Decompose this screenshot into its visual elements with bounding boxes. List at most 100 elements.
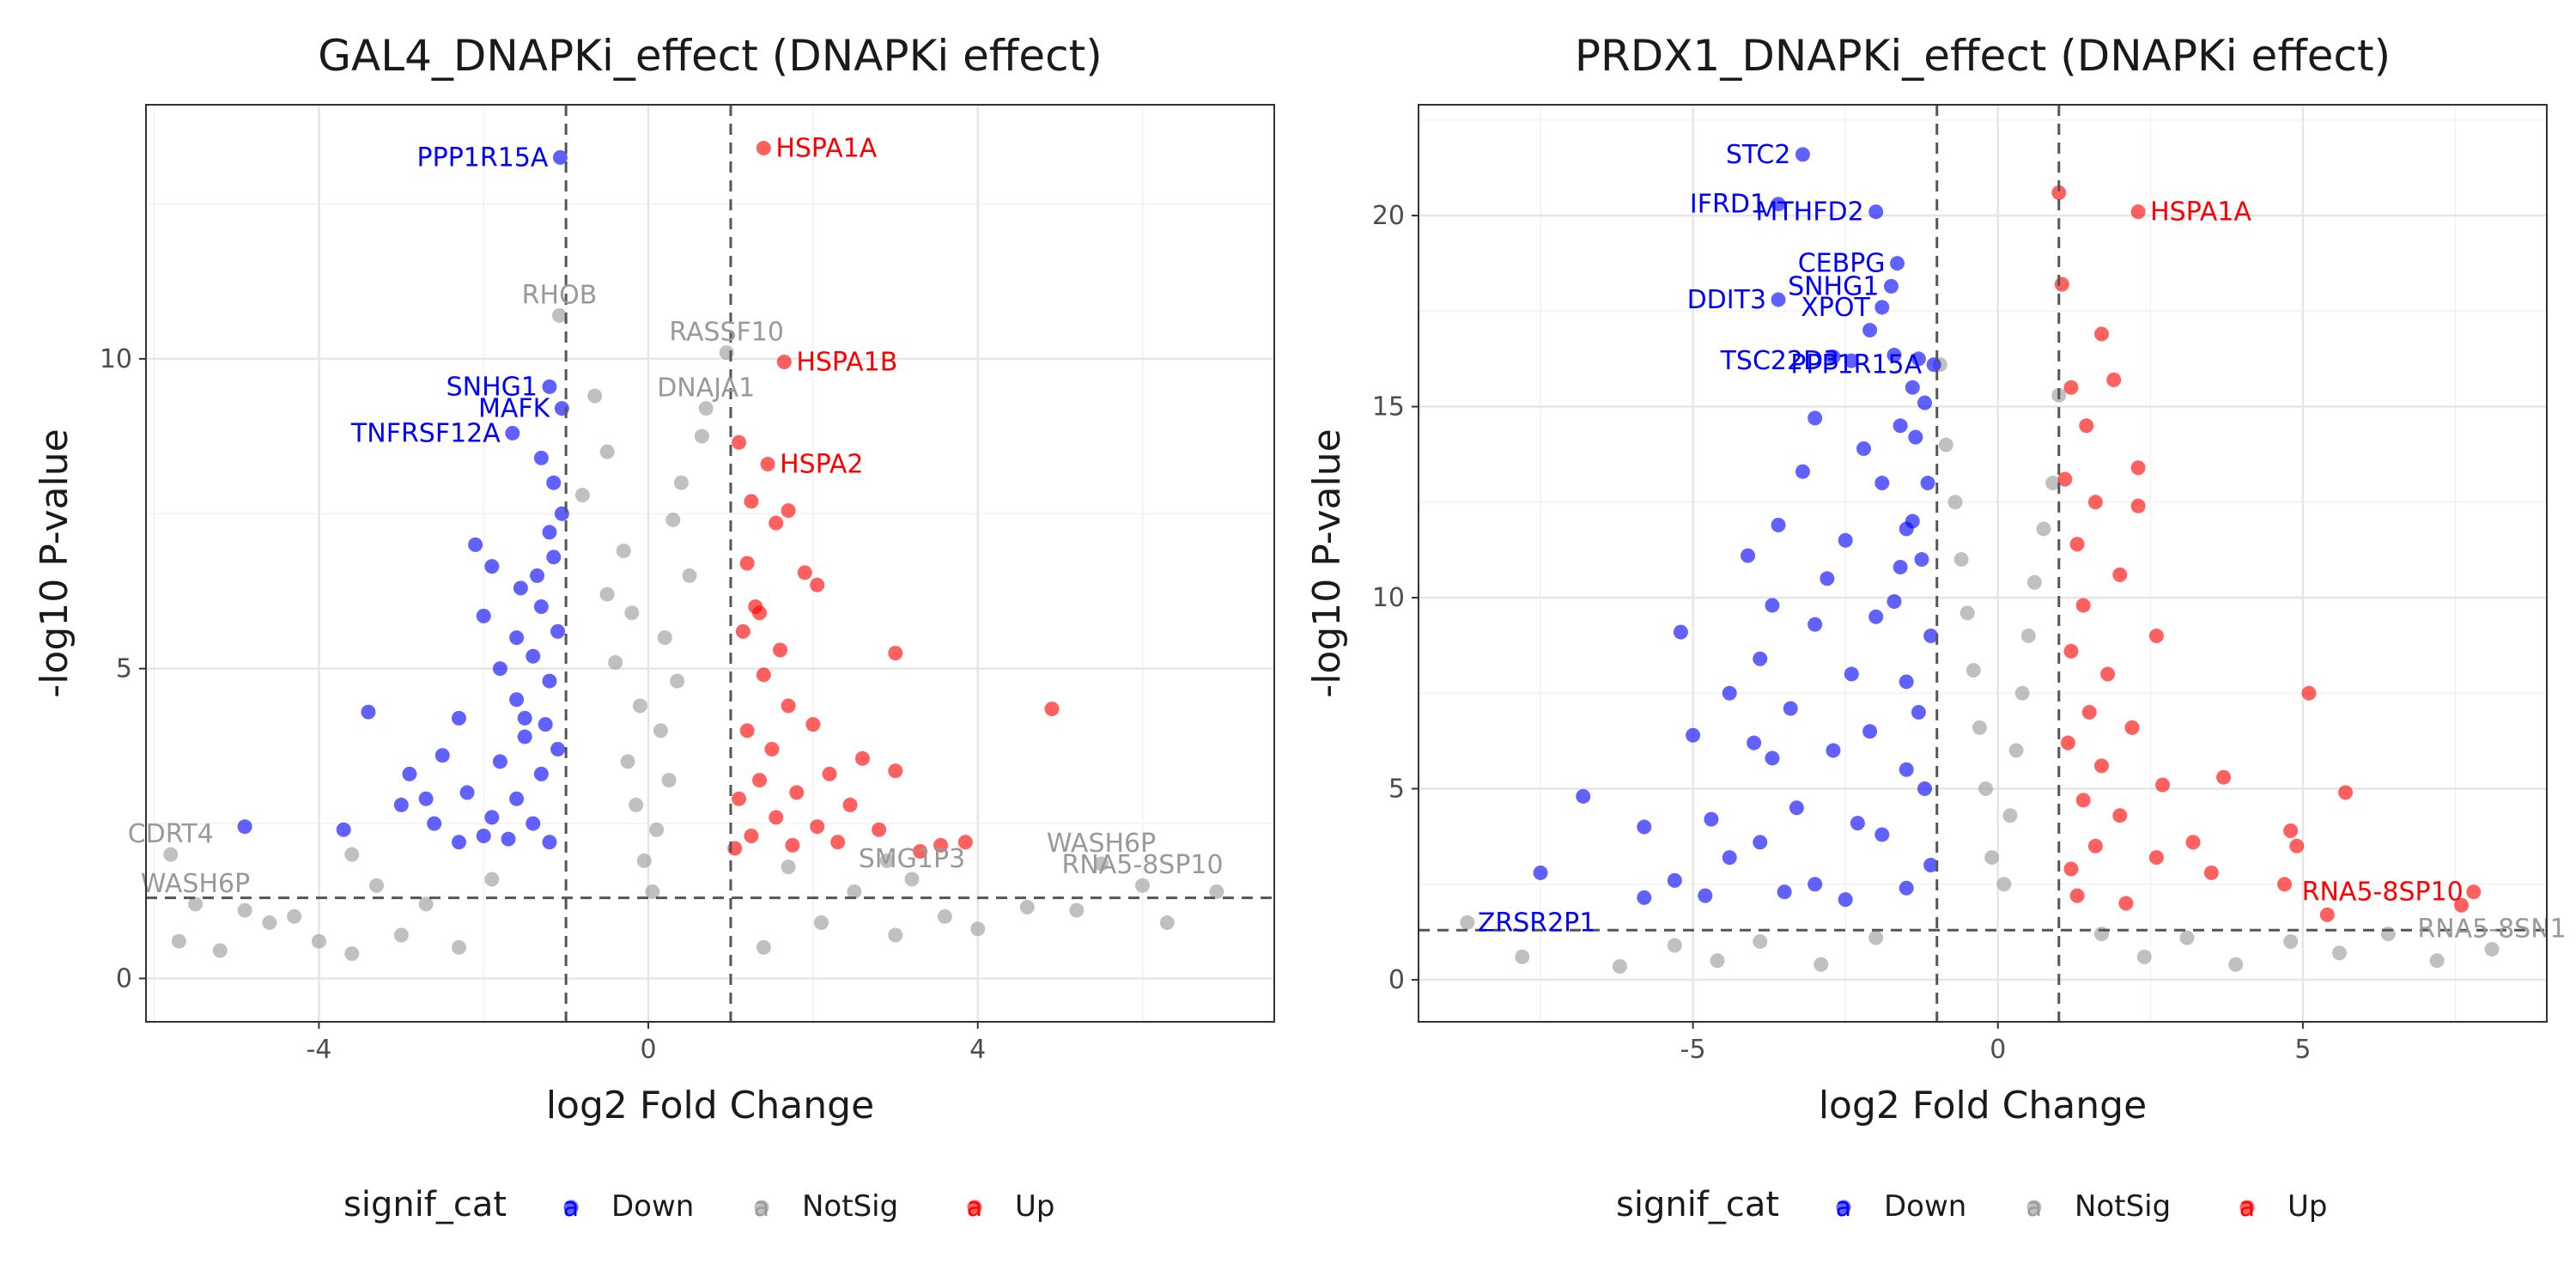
point-notsig [670, 673, 685, 689]
point-down [550, 623, 566, 639]
point-up [739, 556, 755, 571]
point-down [1753, 651, 1768, 666]
point-up [842, 797, 858, 812]
point-up [2094, 326, 2110, 342]
gene-label: HSPA1A [775, 134, 877, 164]
plot-border [145, 104, 1275, 1023]
point-up [2148, 850, 2164, 866]
point-down [533, 599, 549, 615]
point-up [756, 667, 771, 683]
point-notsig [1814, 957, 1829, 972]
y-axis-title: -log10 P-value [1305, 428, 1349, 697]
point-up [2069, 888, 2085, 903]
point-down [1838, 532, 1853, 548]
point-notsig [587, 388, 603, 404]
legend-label-down: Down [1884, 1189, 1966, 1224]
point-up [789, 785, 805, 800]
point-notsig [756, 939, 771, 955]
point-notsig [1667, 938, 1682, 953]
point-down [542, 673, 557, 689]
point-notsig [551, 307, 567, 323]
point-down [1838, 892, 1853, 908]
point-notsig [2036, 521, 2051, 537]
x-tick-label: 0 [641, 1035, 657, 1065]
point-up [739, 723, 755, 738]
point-up [888, 763, 903, 779]
point-notsig [1515, 949, 1530, 964]
point-up [785, 837, 800, 853]
legend-key-notsig [754, 1200, 769, 1215]
point-up [2301, 685, 2317, 701]
point-up [2277, 877, 2293, 892]
point-down [1911, 351, 1926, 367]
point-down [1826, 349, 1841, 365]
point-up [933, 837, 949, 853]
legend-key-up [967, 1200, 982, 1215]
point-up [2051, 185, 2067, 200]
gene-label: RNA5-8SP10 [2302, 878, 2464, 908]
point-notsig [2014, 685, 2030, 701]
x-axis-title: log2 Fold Change [1819, 1084, 2147, 1127]
point-notsig [879, 853, 895, 868]
point-down [1765, 598, 1780, 613]
point-down [1704, 811, 1719, 827]
point-up [2079, 418, 2094, 434]
point-up [2185, 835, 2201, 850]
point-up [913, 844, 928, 860]
point-down [1893, 559, 1908, 574]
point-down [237, 819, 252, 835]
point-down [1920, 476, 1935, 491]
point-notsig [262, 915, 277, 931]
y-axis-title: -log10 P-value [33, 428, 76, 697]
legend-key-glyph: a [563, 1193, 579, 1223]
point-down [1926, 357, 1941, 373]
point-notsig [2283, 934, 2299, 950]
point-up [888, 646, 903, 661]
legend-key-notsig [2026, 1200, 2042, 1215]
point-down [1917, 781, 1933, 797]
point-down [538, 717, 553, 732]
x-axis-title: log2 Fold Change [546, 1084, 874, 1127]
point-down [451, 710, 466, 726]
point-notsig [1965, 663, 1981, 678]
point-up [2075, 793, 2091, 808]
x-tick-label: 4 [969, 1035, 986, 1065]
point-notsig [451, 939, 466, 955]
point-up [2112, 567, 2128, 582]
gene-label: TNFRSF12A [350, 418, 501, 448]
point-down [1686, 727, 1701, 743]
point-down [533, 450, 549, 465]
point-down [484, 810, 500, 825]
point-notsig [2045, 476, 2061, 491]
y-tick-label: 0 [1388, 965, 1405, 995]
y-tick-label: 10 [100, 344, 132, 374]
point-up [2124, 720, 2140, 735]
point-down [1753, 835, 1768, 850]
point-down [1771, 292, 1786, 307]
point-notsig [171, 933, 186, 949]
point-down [427, 816, 442, 831]
legend-label-notsig: NotSig [802, 1189, 898, 1224]
point-notsig [632, 698, 647, 714]
point-down [476, 608, 491, 623]
point-notsig [1135, 878, 1151, 893]
point-up [2148, 629, 2164, 644]
point-notsig [937, 908, 952, 924]
point-up [781, 698, 796, 714]
legend-gal4: signif_cat a Down a NotSig a Up [343, 1185, 1054, 1224]
chart-title: PRDX1_DNAPKi_effect (DNAPKi effect) [1575, 31, 2391, 81]
point-up [769, 810, 784, 825]
point-up [2094, 758, 2110, 774]
legend-title: signif_cat [343, 1185, 507, 1224]
point-up [2454, 897, 2470, 913]
point-down [1874, 300, 1890, 315]
point-notsig [1978, 781, 1994, 797]
point-up [2155, 777, 2171, 793]
point-down [1914, 552, 1929, 568]
point-down [1917, 395, 1933, 410]
x-tick-label: -4 [306, 1035, 331, 1065]
point-up [2319, 907, 2335, 922]
point-down [1747, 735, 1762, 750]
point-notsig [629, 797, 644, 812]
